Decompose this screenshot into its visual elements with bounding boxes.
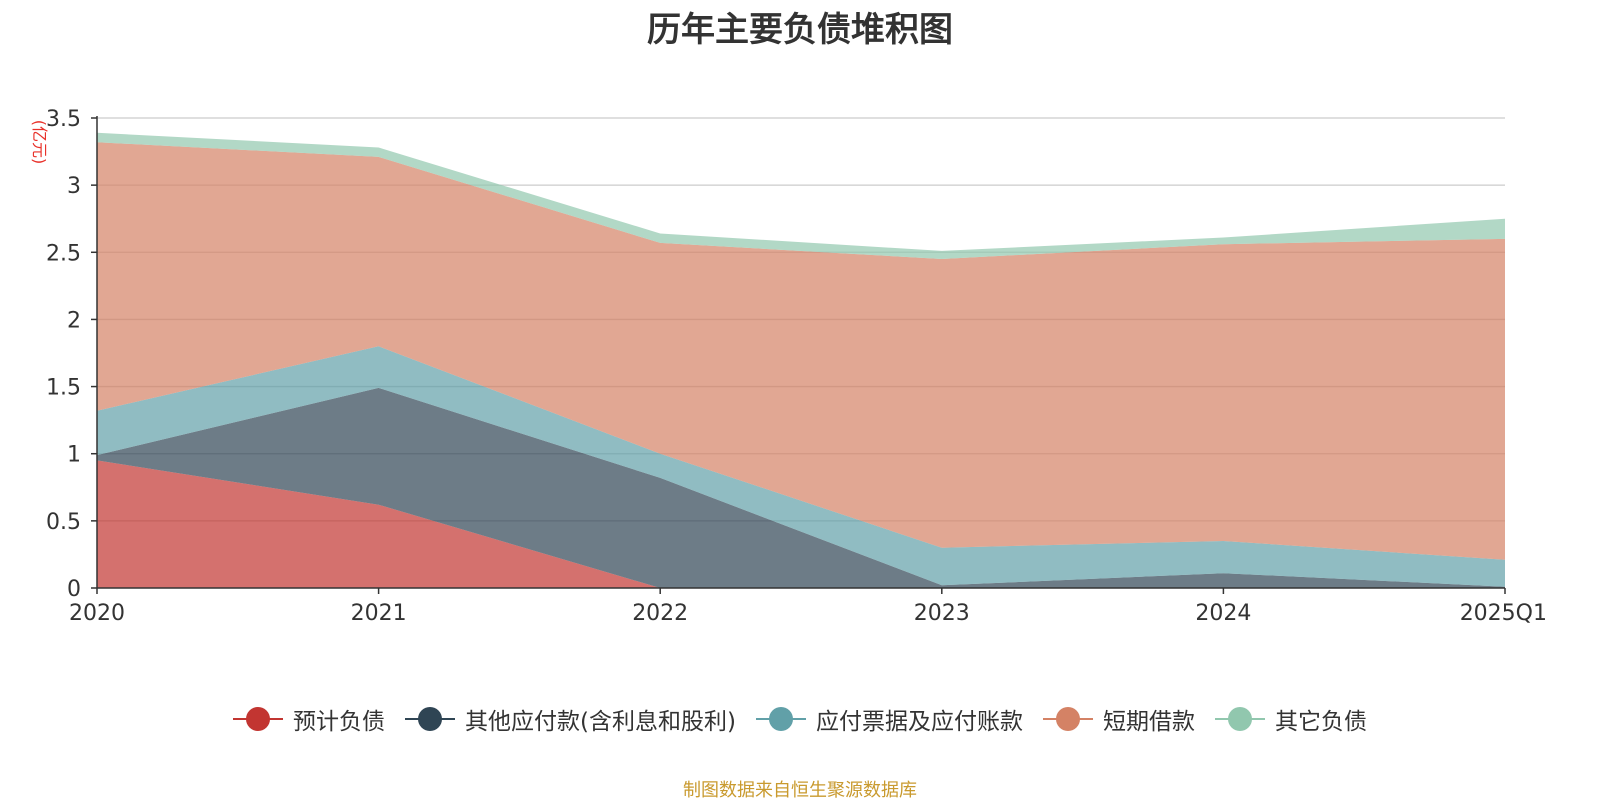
x-tick-label: 2021 [351,601,407,626]
x-tick-label: 2020 [69,601,125,626]
legend-label: 短期借款 [1102,709,1195,735]
legend-label: 其它负债 [1274,709,1367,735]
legend-swatch [1042,707,1093,731]
y-tick-label: 1.5 [46,376,81,401]
legend-swatch [233,707,284,731]
y-axis-unit-label: (亿元) [30,120,49,165]
axis-layer: 0 0.5 1 1.5 2 2.5 3 3.5 2020 2021 2022 2023 2024 2025… [46,107,1547,626]
legend-item-2[interactable]: 应付票据及应付账款 [755,702,1023,736]
legend-swatch [755,707,806,731]
area-series-2[interactable] [97,346,1505,587]
x-tick-label: 2022 [632,601,688,626]
y-tick-label: 2.5 [46,241,81,266]
area-layer [97,132,1505,588]
area-series-4[interactable] [97,132,1505,259]
area-series-0[interactable] [97,460,1505,588]
x-tick-label: 2024 [1195,601,1251,626]
x-tick-label: 2025Q1 [1460,601,1547,626]
legend-swatch [405,707,456,731]
area-series-3[interactable] [97,142,1505,560]
source-note: 制图数据来自恒生聚源数据库 [683,780,917,801]
legend-label: 预计负债 [293,709,386,735]
y-tick-label: 0 [67,577,81,602]
chart-title: 历年主要负债堆积图 [647,10,953,50]
area-series-1[interactable] [97,387,1505,588]
legend: 预计负债 其他应付款(含利息和股利) 应付票据及应付账款 短期借款 其它负债 [0,702,1600,736]
y-tick-label: 3 [67,174,81,199]
y-tick-label: 3.5 [46,107,81,132]
legend-item-4[interactable]: 其它负债 [1214,702,1367,736]
y-tick-label: 0.5 [46,510,81,535]
legend-item-3[interactable]: 短期借款 [1042,702,1195,736]
legend-swatch [1214,707,1265,731]
legend-label: 其他应付款(含利息和股利) [465,709,736,735]
legend-item-0[interactable]: 预计负债 [233,702,385,736]
legend-item-1[interactable]: 其他应付款(含利息和股利) [405,702,736,736]
y-tick-label: 2 [67,308,81,333]
x-tick-label: 2023 [914,601,970,626]
legend-label: 应付票据及应付账款 [815,709,1023,735]
y-tick-label: 1 [67,443,81,468]
